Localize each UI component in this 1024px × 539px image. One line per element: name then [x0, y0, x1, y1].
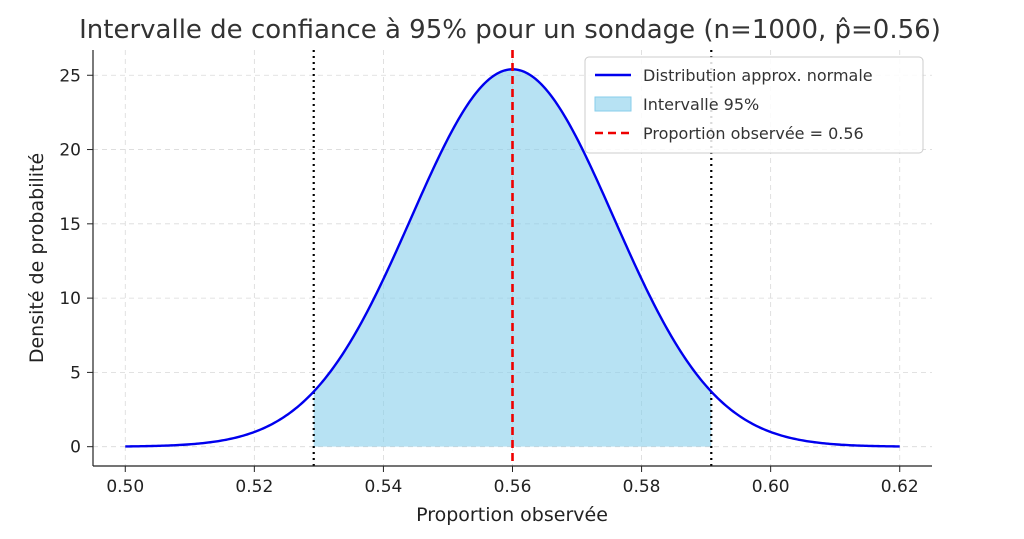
y-tick-label: 0 — [70, 438, 81, 458]
y-tick-label: 5 — [70, 363, 81, 383]
legend: Distribution approx. normale Intervalle 9… — [584, 56, 924, 154]
interval-fill — [313, 69, 712, 447]
chart-title: Intervalle de confiance à 95% pour un so… — [79, 15, 941, 45]
x-tick-label: 0.56 — [494, 477, 532, 497]
x-tick-label: 0.60 — [752, 477, 790, 497]
x-tick-label: 0.58 — [623, 477, 661, 497]
plot-area — [125, 50, 900, 466]
legend-box — [584, 56, 924, 154]
legend-label: Distribution approx. normale — [643, 66, 873, 85]
ticks: 0.50 0.52 0.54 0.56 0.58 0.60 0.62 0 5 10 15 20 25 — [59, 66, 918, 497]
x-tick-label: 0.54 — [364, 477, 402, 497]
y-tick-label: 20 — [59, 141, 81, 161]
legend-swatch-fill — [594, 96, 632, 112]
y-tick-label: 10 — [59, 289, 81, 309]
x-tick-label: 0.52 — [235, 477, 273, 497]
legend-label: Intervalle 95% — [643, 95, 759, 114]
x-tick-label: 0.50 — [106, 477, 144, 497]
x-axis-label: Proportion observée — [416, 504, 608, 526]
x-tick-label: 0.62 — [881, 477, 919, 497]
y-axis-label: Densité de probabilité — [26, 153, 48, 363]
y-tick-label: 15 — [59, 215, 81, 235]
legend-label: Proportion observée = 0.56 — [643, 124, 864, 143]
y-tick-label: 25 — [59, 66, 81, 86]
